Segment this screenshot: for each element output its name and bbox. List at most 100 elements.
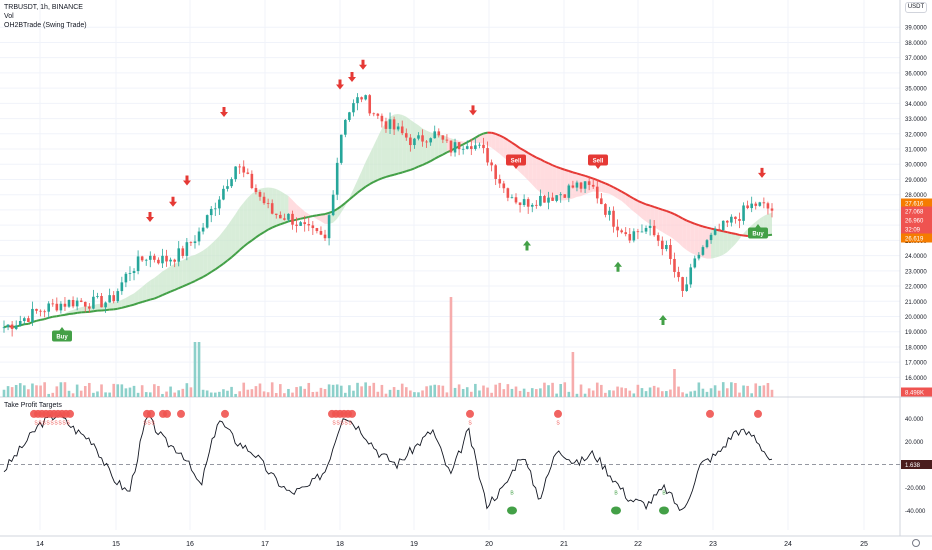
ma-segment <box>166 290 171 295</box>
ma-segment <box>40 318 45 321</box>
candle-body <box>705 240 709 248</box>
sell-mark-label: S <box>34 420 38 426</box>
candle-body <box>311 225 315 229</box>
bullish-fill <box>414 122 419 169</box>
volume-bar <box>153 384 156 397</box>
buy-signal-label: Buy <box>752 231 764 237</box>
candle-body <box>307 224 311 226</box>
bullish-fill <box>211 240 216 272</box>
bearish-fill <box>609 185 614 197</box>
candle-body <box>673 258 676 272</box>
candle-body <box>526 199 530 207</box>
ma-segment <box>137 301 143 305</box>
buy-signal-badge <box>52 330 72 342</box>
volume-bar <box>315 391 319 397</box>
volume-bar <box>526 391 530 397</box>
sell-mark-label: S <box>66 420 70 426</box>
volume-bar <box>120 384 124 397</box>
volume-bar <box>437 385 441 397</box>
candle-body <box>148 255 152 260</box>
candle-body <box>396 126 400 130</box>
bullish-fill <box>178 260 183 289</box>
bearish-fill <box>641 202 647 222</box>
take-profit-pane-title[interactable]: Take Profit Targets <box>4 402 62 409</box>
ma-segment <box>637 199 643 204</box>
candle-body <box>567 185 571 198</box>
price-tick-label: 29.0000 <box>905 178 927 184</box>
candle-body <box>461 148 465 150</box>
currency-button[interactable]: USDT <box>905 2 927 13</box>
candle-body <box>384 121 388 129</box>
candle-body <box>270 203 274 214</box>
volume-bar <box>494 384 497 397</box>
ma-segment <box>324 211 330 216</box>
bearish-fill <box>316 214 321 222</box>
osc-value-badge <box>901 460 932 469</box>
volume-bar <box>644 391 648 397</box>
volume-bar <box>616 386 619 397</box>
volume-bar <box>486 387 489 397</box>
volume-bar <box>270 382 274 397</box>
volume-bar <box>539 388 542 397</box>
volume-bar <box>144 392 148 397</box>
bearish-fill <box>556 166 561 201</box>
ma-segment <box>133 302 139 306</box>
ma-segment <box>596 179 602 183</box>
sell-arrow-icon <box>348 71 356 82</box>
candle-body <box>339 134 343 163</box>
candle-body <box>555 195 558 201</box>
oscillator-line <box>3 412 773 512</box>
volume-indicator-label[interactable]: Vol <box>4 13 14 20</box>
time-tick-label: 16 <box>186 541 194 548</box>
ma-segment <box>150 297 155 301</box>
price-tick-label: 38.0000 <box>905 41 927 47</box>
signal-labels: Buy Sell Sell Buy <box>52 154 768 342</box>
ma-segment <box>527 152 533 157</box>
volume-bar <box>559 384 562 397</box>
volume-bar <box>27 389 30 397</box>
price-badge-label: 26.960 <box>905 218 924 224</box>
volume-bar <box>689 391 693 397</box>
volume-bar <box>413 392 416 397</box>
candle-body <box>482 144 485 149</box>
ma-segment <box>247 239 253 245</box>
candle-body <box>587 181 591 185</box>
volume-bar <box>770 389 774 397</box>
time-tick-label: 18 <box>336 541 344 548</box>
candle-body <box>750 203 753 209</box>
volume-bar <box>339 385 343 397</box>
volume-bar <box>116 384 120 397</box>
bearish-fill <box>621 191 626 205</box>
ma-segment <box>657 207 663 211</box>
symbol-title[interactable]: TRBUSDT, 1h, BINANCE <box>4 4 83 11</box>
volume-bar <box>124 388 128 397</box>
volume-bar <box>356 382 359 397</box>
bearish-fill <box>678 216 683 248</box>
candle-body <box>441 135 445 140</box>
volume-bar <box>396 389 400 397</box>
candle-body <box>437 131 441 136</box>
price-tick-label: 30.0000 <box>905 163 927 169</box>
candle-body <box>591 184 595 187</box>
sell-signal-label: Sell <box>511 158 522 164</box>
bullish-fill <box>377 128 382 181</box>
candle-body <box>75 300 79 307</box>
volume-bar <box>624 388 628 397</box>
ma-segment <box>202 273 208 278</box>
price-badge-label: 27.616 <box>905 201 924 207</box>
candle-body <box>506 188 510 198</box>
ma-segment <box>170 289 176 293</box>
candle-body <box>539 195 542 206</box>
candle-body <box>79 300 83 302</box>
volume-bar <box>132 385 136 397</box>
ma-segment <box>519 147 525 152</box>
candle-body <box>547 197 550 203</box>
candle-body <box>746 205 749 209</box>
volume-bar <box>498 382 502 397</box>
volume-bar <box>136 392 140 397</box>
candle-body <box>27 318 30 322</box>
ma-segment <box>767 233 773 237</box>
swing-trade-indicator-label[interactable]: OH2BTrade (Swing Trade) <box>4 22 87 29</box>
